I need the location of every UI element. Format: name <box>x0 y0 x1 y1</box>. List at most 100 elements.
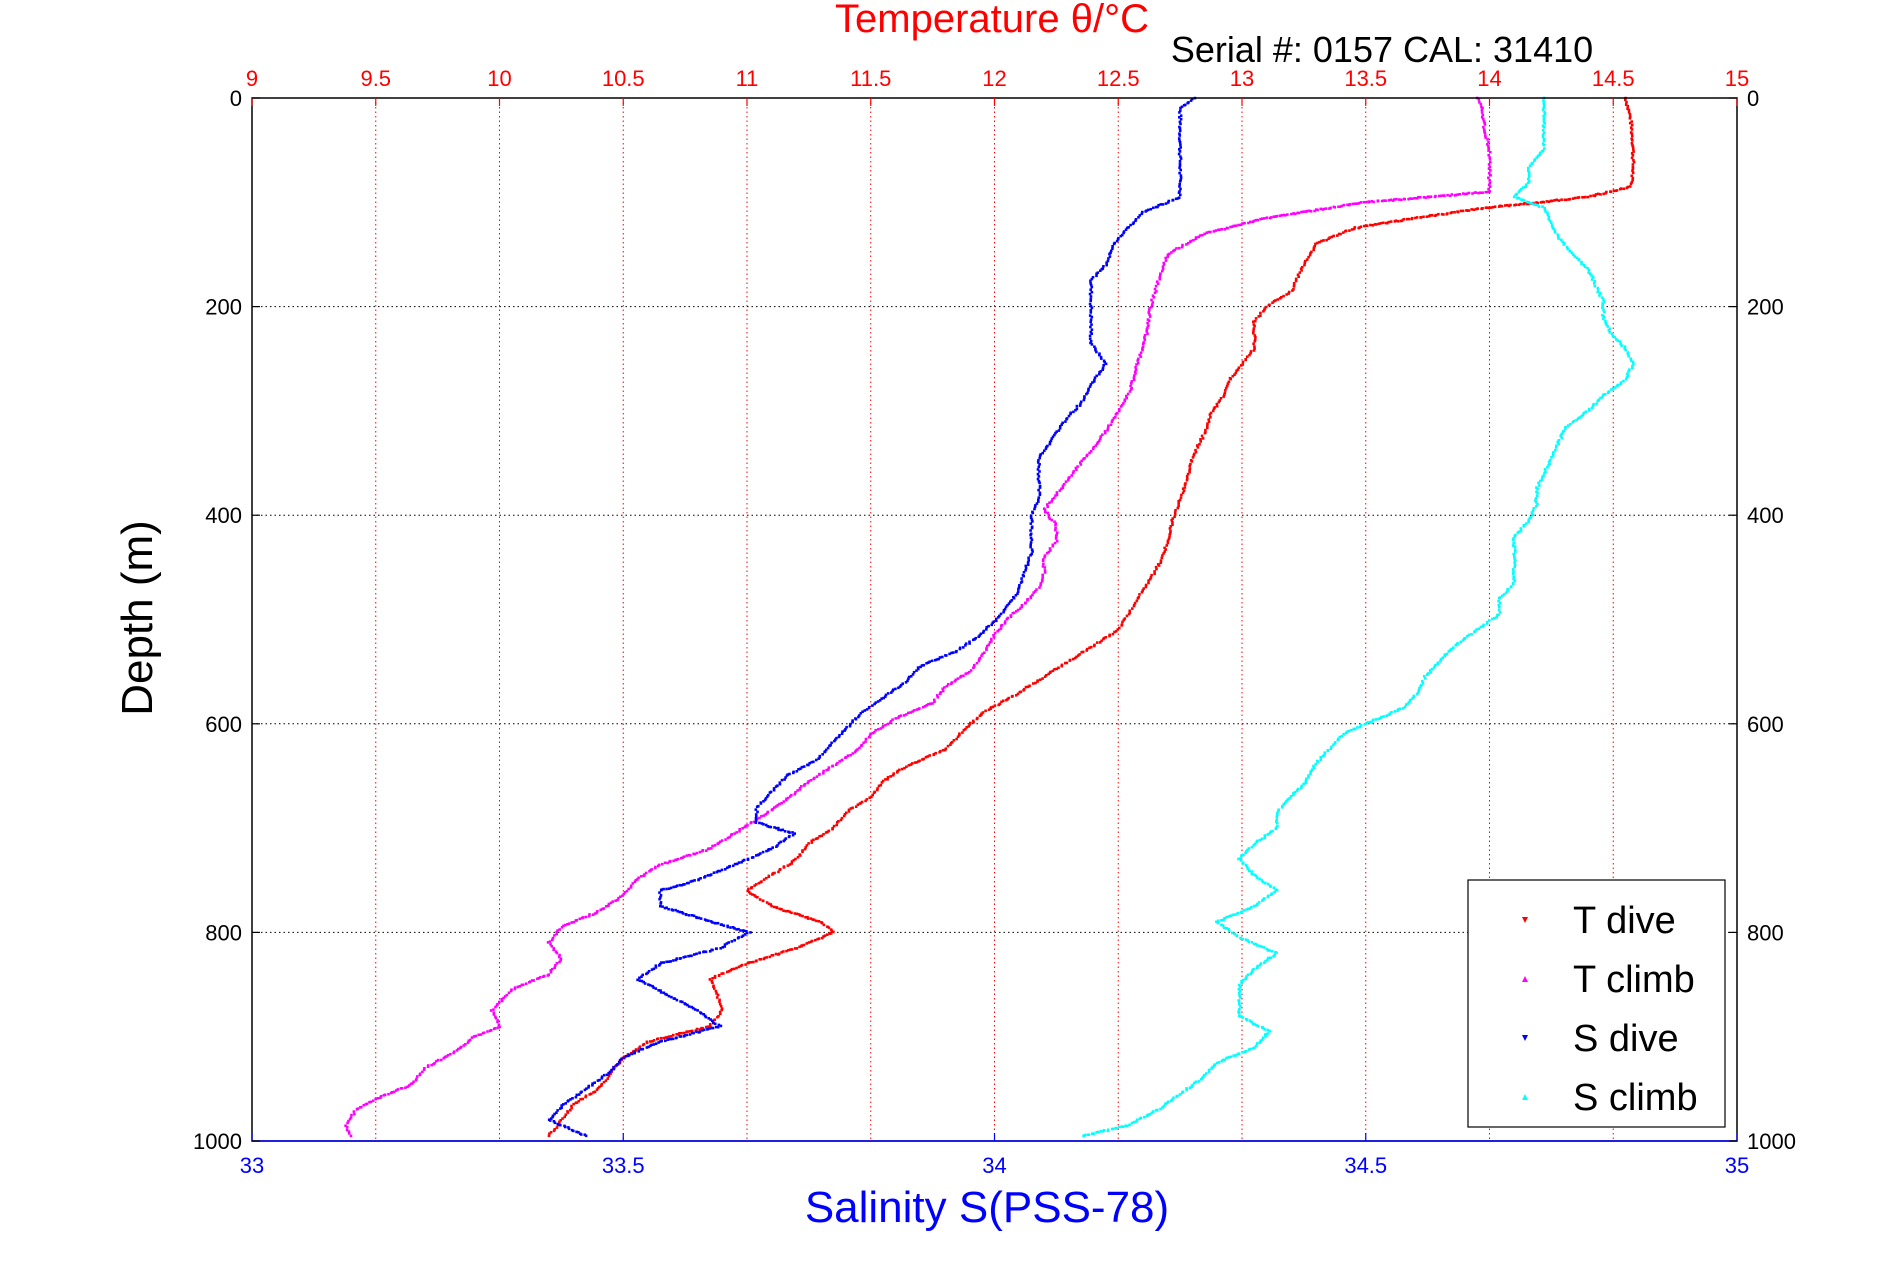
data-point <box>665 887 668 891</box>
data-point <box>1305 258 1309 261</box>
left-axis-tick-label: 600 <box>205 712 242 737</box>
series-s-climb <box>1082 96 1635 1138</box>
data-point <box>687 881 690 885</box>
data-point <box>1143 338 1147 342</box>
data-point <box>1272 886 1276 889</box>
data-point <box>1290 212 1293 216</box>
data-point <box>1162 1104 1166 1108</box>
data-point <box>717 974 721 977</box>
data-point <box>1245 1017 1248 1021</box>
data-point <box>1108 634 1111 638</box>
data-point <box>886 692 890 695</box>
data-point <box>645 1046 649 1049</box>
data-point <box>1147 309 1151 312</box>
data-point <box>773 871 776 875</box>
data-point <box>567 1126 570 1129</box>
data-point <box>877 728 880 731</box>
data-point <box>782 950 785 953</box>
data-point <box>777 870 780 874</box>
data-point <box>1602 315 1606 318</box>
right-axis-tick-label: 400 <box>1747 503 1784 528</box>
data-point <box>1291 289 1294 292</box>
data-point <box>1529 201 1532 205</box>
data-point <box>952 739 956 742</box>
data-point <box>1632 159 1635 162</box>
data-point <box>944 654 947 657</box>
data-point <box>1254 1044 1258 1048</box>
data-point <box>445 1055 448 1058</box>
data-point <box>997 703 1000 707</box>
data-point <box>904 681 908 684</box>
data-point <box>827 926 831 929</box>
data-point <box>760 822 764 825</box>
data-point <box>1421 679 1424 683</box>
data-point <box>466 1041 470 1044</box>
data-point <box>489 1029 493 1032</box>
data-point <box>1487 187 1490 191</box>
data-point <box>369 1100 373 1104</box>
data-point <box>1485 620 1489 624</box>
data-point <box>627 887 630 891</box>
data-point <box>693 953 696 956</box>
data-point <box>692 1006 695 1010</box>
data-point <box>1592 194 1595 197</box>
data-point <box>719 947 722 950</box>
data-point <box>688 854 692 857</box>
data-point <box>788 831 791 834</box>
data-point <box>1000 700 1003 704</box>
data-point <box>1016 590 1020 593</box>
data-point <box>688 1030 692 1033</box>
data-point <box>1449 211 1452 215</box>
data-point <box>559 1107 562 1110</box>
data-point <box>416 1075 419 1078</box>
data-point <box>886 778 889 781</box>
data-point <box>554 950 558 953</box>
data-point <box>1220 227 1224 231</box>
data-point <box>1263 217 1266 220</box>
data-point <box>809 917 813 920</box>
data-point <box>1181 243 1184 247</box>
data-point <box>722 924 726 927</box>
data-point <box>1199 440 1202 443</box>
data-point <box>1631 163 1635 166</box>
data-point <box>1111 632 1115 636</box>
data-point <box>1560 432 1563 436</box>
data-point <box>1402 218 1405 221</box>
data-point <box>857 715 860 719</box>
data-point <box>1238 1007 1241 1011</box>
data-point <box>1150 298 1153 302</box>
data-point <box>572 1129 575 1133</box>
data-point <box>1452 646 1455 649</box>
data-point <box>1217 1061 1221 1064</box>
data-point <box>1561 240 1564 244</box>
data-point <box>713 976 717 979</box>
data-point <box>599 908 602 912</box>
data-point <box>758 816 761 820</box>
data-point <box>1200 434 1204 438</box>
data-point <box>633 1050 636 1054</box>
data-point <box>818 772 821 776</box>
data-point <box>906 679 909 683</box>
data-point <box>1098 439 1101 443</box>
data-point <box>560 926 564 929</box>
data-point <box>835 823 839 827</box>
data-point <box>1056 531 1059 534</box>
data-point <box>1050 437 1054 440</box>
data-point <box>838 760 841 763</box>
data-point <box>1443 653 1447 656</box>
data-point <box>830 929 834 932</box>
data-point <box>1260 837 1264 841</box>
data-point <box>949 741 953 745</box>
data-point <box>1512 541 1515 545</box>
data-point <box>559 1119 562 1122</box>
data-point <box>755 805 759 808</box>
data-point <box>822 769 825 773</box>
data-point <box>1531 513 1535 517</box>
data-point <box>941 748 945 752</box>
data-point <box>1220 919 1223 922</box>
data-point <box>1239 996 1242 999</box>
data-point <box>710 1026 713 1030</box>
data-point <box>1104 636 1108 639</box>
data-point <box>1542 138 1546 141</box>
